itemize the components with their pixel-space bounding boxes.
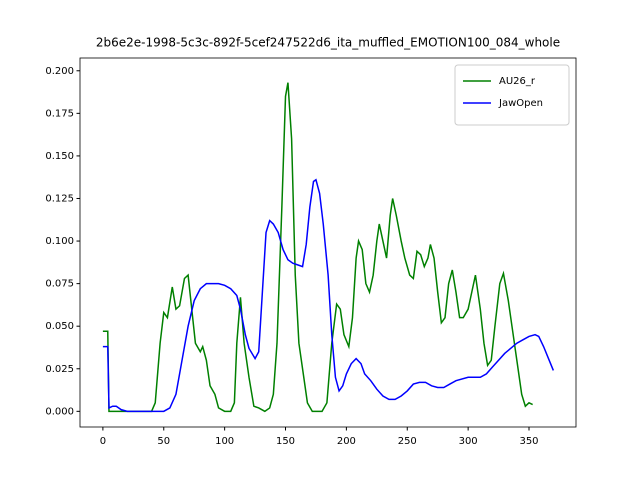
y-tick-label: 0.000 xyxy=(45,406,74,417)
y-tick-label: 0.200 xyxy=(45,66,74,77)
x-tick-label: 50 xyxy=(157,436,170,447)
x-tick-label: 300 xyxy=(459,436,478,447)
chart-title: 2b6e2e-1998-5c3c-892f-5cef247522d6_ita_m… xyxy=(96,36,560,50)
x-tick-label: 100 xyxy=(215,436,234,447)
y-tick-label: 0.075 xyxy=(45,279,74,290)
x-tick-label: 0 xyxy=(100,436,106,447)
x-tick-label: 250 xyxy=(398,436,417,447)
y-tick-label: 0.025 xyxy=(45,364,74,375)
series-line xyxy=(102,178,555,413)
y-tick-label: 0.175 xyxy=(45,108,74,119)
y-tick-label: 0.150 xyxy=(45,151,74,162)
y-tick-label: 0.100 xyxy=(45,236,74,247)
axes-frame xyxy=(79,57,577,428)
x-tick-label: 350 xyxy=(519,436,538,447)
series-line xyxy=(102,82,533,413)
y-tick-label: 0.050 xyxy=(45,321,74,332)
x-tick-label: 200 xyxy=(337,436,356,447)
legend-label: AU26_r xyxy=(499,76,536,87)
x-tick-label: 150 xyxy=(276,436,295,447)
legend-box xyxy=(454,64,570,126)
legend-label: JawOpen xyxy=(498,98,543,109)
y-tick-label: 0.125 xyxy=(45,193,74,204)
